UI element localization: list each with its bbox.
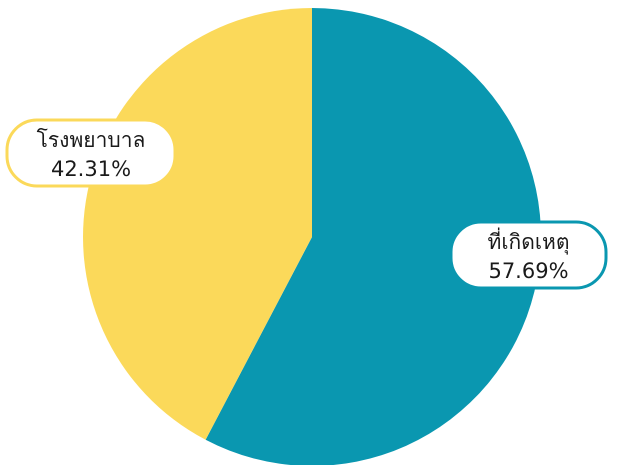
pie-slice-1	[205, 8, 541, 465]
callout-1: ที่เกิดเหตุ 57.69%	[449, 220, 608, 290]
callout-2: โรงพยาบาล 42.31%	[5, 118, 177, 188]
callout-box	[5, 118, 177, 188]
slice-value-label: 57.69%	[488, 259, 568, 283]
slice-label: ที่เกิดเหตุ	[487, 227, 569, 255]
pie-slices	[83, 8, 541, 465]
slice-label: โรงพยาบาล	[37, 128, 146, 152]
pie-slice-2	[83, 8, 312, 440]
pie-callouts: ที่เกิดเหตุ 57.69% โรงพยาบาล 42.31%	[5, 118, 608, 290]
callout-box	[449, 220, 608, 290]
slice-value-label: 42.31%	[51, 157, 131, 181]
